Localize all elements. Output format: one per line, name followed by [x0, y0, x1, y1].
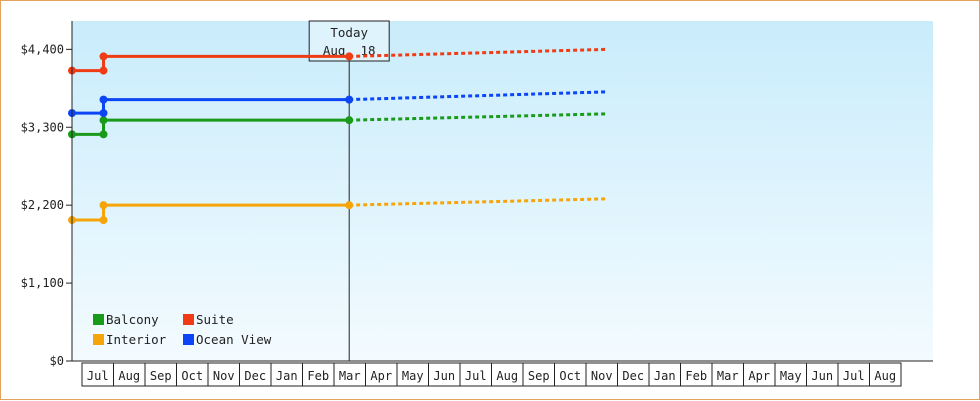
axes: $0 $1,100 $2,200 $3,300 $4,400	[21, 21, 933, 368]
legend-swatch-balcony	[93, 314, 104, 325]
balcony-history-line	[72, 118, 350, 136]
today-date-label: Aug. 18	[323, 43, 376, 58]
month-label: May	[780, 369, 802, 383]
balcony-point	[99, 116, 108, 125]
legend-label-suite: Suite	[196, 312, 234, 327]
month-label: Aug	[874, 369, 896, 383]
interior-point	[99, 201, 108, 210]
month-label: Mar	[339, 369, 361, 383]
month-label: Jul	[87, 369, 109, 383]
series-lines	[68, 47, 608, 225]
interior-point	[99, 216, 108, 225]
month-label: Aug	[496, 369, 518, 383]
legend-label-balcony: Balcony	[106, 312, 159, 327]
balcony-point	[345, 116, 354, 125]
month-label: Jan	[276, 369, 298, 383]
month-label: Apr	[748, 369, 770, 383]
y-tick-label: $2,200	[21, 198, 64, 212]
balcony-point	[99, 130, 108, 139]
month-label: Jun	[811, 369, 833, 383]
balcony-forecast-line	[349, 112, 608, 122]
ocean-view-history-line	[72, 98, 350, 115]
month-label: Dec	[244, 369, 266, 383]
month-label: Oct	[181, 369, 203, 383]
legend-label-ocean-view: Ocean View	[196, 332, 272, 347]
suite-history-line	[72, 54, 350, 73]
month-label: Jan	[654, 369, 676, 383]
month-label: May	[402, 369, 424, 383]
month-label: Feb	[685, 369, 707, 383]
month-label: Sep	[528, 369, 550, 383]
legend-swatch-suite	[183, 314, 194, 325]
ocean-view-point	[99, 109, 108, 118]
month-label: Sep	[150, 369, 172, 383]
ocean-view-forecast-line	[349, 90, 608, 102]
month-label: Dec	[622, 369, 644, 383]
today-box	[308, 20, 390, 62]
legend-swatch-ocean-view	[183, 334, 194, 345]
suite-point	[99, 66, 108, 75]
y-tick-label: $3,300	[21, 120, 64, 134]
month-label: Feb	[307, 369, 329, 383]
suite-point	[345, 52, 354, 61]
plot-area	[72, 21, 933, 361]
legend-swatch-interior	[93, 334, 104, 345]
month-label: Oct	[559, 369, 581, 383]
ocean-view-point	[345, 95, 354, 104]
y-tick-label: $1,100	[21, 276, 64, 290]
month-label: Nov	[213, 369, 235, 383]
month-label: Apr	[370, 369, 392, 383]
month-label: Nov	[591, 369, 613, 383]
today-marker: Today Aug. 18	[308, 20, 390, 361]
month-cell	[869, 362, 902, 387]
legend: Balcony Suite Interior Ocean View	[93, 312, 272, 347]
suite-point	[99, 52, 108, 61]
ocean-view-point	[99, 95, 108, 104]
month-label: Jul	[843, 369, 865, 383]
interior-history-line	[72, 203, 350, 222]
today-label: Today	[330, 25, 368, 40]
interior-forecast-line	[349, 197, 608, 207]
y-tick-label: $0	[50, 354, 64, 368]
suite-forecast-line	[349, 47, 608, 58]
month-axis: Jul Aug Sep Oct Nov Dec Jan Feb Mar Apr May Jun Jul A…	[81, 362, 902, 387]
month-label: Jun	[433, 369, 455, 383]
month-label: Aug	[118, 369, 140, 383]
month-label: Mar	[717, 369, 739, 383]
month-label: Jul	[465, 369, 487, 383]
interior-point	[345, 201, 354, 210]
legend-label-interior: Interior	[106, 332, 167, 347]
y-tick-label: $4,400	[21, 42, 64, 56]
